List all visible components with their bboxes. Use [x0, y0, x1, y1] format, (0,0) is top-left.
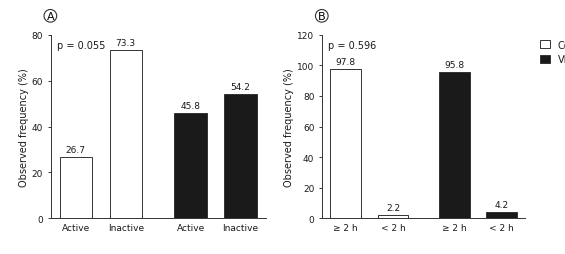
- Bar: [486, 212, 517, 218]
- Text: 4.2: 4.2: [495, 200, 509, 209]
- Bar: [377, 215, 408, 218]
- Text: 45.8: 45.8: [181, 102, 201, 111]
- Bar: [439, 72, 470, 218]
- Text: p = 0.055: p = 0.055: [57, 41, 106, 51]
- Bar: [175, 114, 207, 218]
- Y-axis label: Observed frequency (%): Observed frequency (%): [19, 68, 29, 186]
- Text: 54.2: 54.2: [231, 83, 250, 92]
- Bar: [224, 94, 257, 218]
- Legend: Controls, VLBWPIs: Controls, VLBWPIs: [541, 40, 565, 65]
- Bar: [59, 157, 92, 218]
- Text: B: B: [318, 12, 325, 22]
- Text: A: A: [46, 12, 54, 22]
- Bar: [331, 69, 361, 218]
- Bar: [110, 51, 142, 218]
- Text: 2.2: 2.2: [386, 203, 400, 212]
- Y-axis label: Observed frequency (%): Observed frequency (%): [284, 68, 294, 186]
- Text: 73.3: 73.3: [116, 39, 136, 48]
- Text: 95.8: 95.8: [445, 61, 464, 70]
- Text: 97.8: 97.8: [336, 58, 356, 67]
- Text: p = 0.596: p = 0.596: [328, 41, 376, 51]
- Text: 26.7: 26.7: [66, 146, 86, 155]
